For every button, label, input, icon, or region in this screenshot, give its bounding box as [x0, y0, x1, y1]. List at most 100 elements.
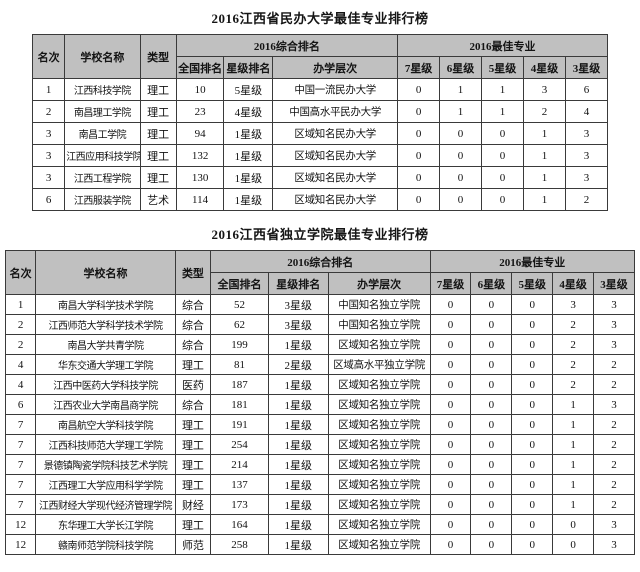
- star7-count-cell: 0: [397, 122, 441, 145]
- star5-count-cell: 0: [511, 334, 554, 355]
- school-name-cell: 南昌航空大学科技学院: [35, 414, 176, 435]
- star6-count-cell: 0: [439, 144, 483, 167]
- star7-count-cell: 0: [429, 534, 472, 555]
- table-body: 1 南昌大学科学技术学院 综合 52 3星级 中国知名独立学院 0 0 0 3 3 2 江西师范大学科学…: [4, 294, 635, 555]
- header-row-columns: 全国排名 星级排名 办学层次 7星级 6星级 5星级 4星级 3星级: [6, 272, 635, 295]
- independent-colleges-section: 2016江西省独立学院最佳专业排行榜 名次 学校名称 类型 2016综合排名 2…: [0, 224, 640, 555]
- star4-count-cell: 1: [552, 494, 595, 515]
- star4-count-cell: 1: [552, 434, 595, 455]
- star-rank-cell: 3星级: [267, 314, 329, 335]
- star7-count-cell: 0: [429, 354, 472, 375]
- level-cell: 区域知名民办大学: [272, 144, 399, 167]
- level-cell: 区域知名独立学院: [327, 394, 431, 415]
- star7-count-cell: 0: [429, 514, 472, 535]
- col-header-star6: 6星级: [470, 272, 513, 295]
- rank-cell: 12: [4, 534, 37, 555]
- type-cell: 理工: [139, 100, 177, 123]
- col-header-star3: 3星级: [593, 272, 635, 295]
- star6-count-cell: 1: [439, 100, 483, 123]
- national-rank-cell: 52: [210, 294, 269, 315]
- type-cell: 医药: [174, 374, 212, 395]
- table-row: 3 江西应用科技学院 理工 132 1星级 区域知名民办大学 0 0 0 1 3: [31, 144, 609, 167]
- header-row-groups: 名次 学校名称 类型 2016综合排名 2016最佳专业: [4, 250, 636, 295]
- star6-count-cell: 0: [439, 166, 483, 189]
- table-row: 2 南昌大学共青学院 综合 199 1星级 区域知名独立学院 0 0 0 2 3: [4, 334, 635, 355]
- star-rank-cell: 1星级: [267, 394, 329, 415]
- type-cell: 理工: [174, 454, 212, 475]
- star-rank-cell: 1星级: [267, 474, 329, 495]
- star7-count-cell: 0: [429, 394, 472, 415]
- star-rank-cell: 1星级: [223, 188, 274, 211]
- table-row: 4 华东交通大学理工学院 理工 81 2星级 区域高水平独立学院 0 0 0 2 2: [4, 354, 635, 375]
- star4-count-cell: 0: [552, 514, 595, 535]
- star3-count-cell: 2: [593, 414, 635, 435]
- rank-cell: 6: [31, 188, 66, 211]
- type-cell: 师范: [174, 534, 212, 555]
- table-row: 3 江西工程学院 理工 130 1星级 区域知名民办大学 0 0 0 1 3: [31, 166, 609, 189]
- star7-count-cell: 0: [429, 494, 472, 515]
- col-header-school: 学校名称: [64, 34, 141, 79]
- col-group-best-major: 2016最佳专业: [397, 34, 608, 57]
- star7-count-cell: 0: [429, 454, 472, 475]
- star5-count-cell: 1: [481, 78, 524, 101]
- table-row: 12 东华理工大学长江学院 理工 164 1星级 区域知名独立学院 0 0 0 0 3: [4, 514, 635, 535]
- level-cell: 中国高水平民办大学: [272, 100, 399, 123]
- col-group-comprehensive-rank: 2016综合排名: [175, 34, 399, 57]
- type-cell: 理工: [174, 414, 212, 435]
- star6-count-cell: 0: [470, 374, 513, 395]
- national-rank-cell: 173: [210, 494, 269, 515]
- type-cell: 理工: [139, 166, 177, 189]
- star3-count-cell: 3: [593, 314, 635, 335]
- table-row: 3 南昌工学院 理工 94 1星级 区域知名民办大学 0 0 0 1 3: [31, 122, 609, 145]
- ranking-table-independent-colleges: 名次 学校名称 类型 2016综合排名 2016最佳专业 全国排名 星级排名 办…: [4, 250, 636, 555]
- star-rank-cell: 1星级: [223, 122, 274, 145]
- star5-count-cell: 0: [511, 454, 554, 475]
- level-cell: 区域知名独立学院: [327, 474, 431, 495]
- table-row: 7 江西财经大学现代经济管理学院 财经 173 1星级 区域知名独立学院 0 0 0 1 2: [4, 494, 635, 515]
- star5-count-cell: 0: [511, 374, 554, 395]
- star5-count-cell: 0: [511, 514, 554, 535]
- rank-cell: 2: [4, 314, 37, 335]
- type-cell: 理工: [174, 434, 212, 455]
- rank-cell: 3: [31, 144, 66, 167]
- rank-cell: 4: [4, 374, 37, 395]
- level-cell: 区域知名独立学院: [327, 434, 431, 455]
- col-header-national-rank: 全国排名: [175, 56, 225, 79]
- national-rank-cell: 191: [210, 414, 269, 435]
- col-header-star-rank: 星级排名: [223, 56, 274, 79]
- national-rank-cell: 187: [210, 374, 269, 395]
- national-rank-cell: 10: [175, 78, 225, 101]
- star6-count-cell: 0: [470, 414, 513, 435]
- star6-count-cell: 0: [470, 394, 513, 415]
- star6-count-cell: 0: [470, 314, 513, 335]
- col-header-star4: 4星级: [552, 272, 595, 295]
- col-header-rank: 名次: [4, 250, 37, 295]
- level-cell: 区域知名民办大学: [272, 166, 399, 189]
- star5-count-cell: 0: [511, 354, 554, 375]
- star3-count-cell: 2: [593, 474, 635, 495]
- national-rank-cell: 94: [175, 122, 225, 145]
- star-rank-cell: 1星级: [267, 374, 329, 395]
- type-cell: 理工: [174, 514, 212, 535]
- rank-cell: 7: [4, 414, 37, 435]
- star4-count-cell: 3: [522, 78, 566, 101]
- national-rank-cell: 81: [210, 354, 269, 375]
- type-cell: 综合: [174, 394, 212, 415]
- star6-count-cell: 0: [470, 514, 513, 535]
- level-cell: 区域知名独立学院: [327, 334, 431, 355]
- star4-count-cell: 1: [552, 394, 595, 415]
- level-cell: 中国知名独立学院: [327, 314, 431, 335]
- school-name-cell: 江西应用科技学院: [64, 144, 141, 167]
- star3-count-cell: 3: [593, 294, 635, 315]
- rank-cell: 7: [4, 494, 37, 515]
- table-row: 6 江西服装学院 艺术 114 1星级 区域知名民办大学 0 0 0 1 2: [31, 188, 609, 211]
- rank-cell: 6: [4, 394, 37, 415]
- star3-count-cell: 2: [593, 434, 635, 455]
- col-header-star5: 5星级: [481, 56, 524, 79]
- private-universities-section: 2016江西省民办大学最佳专业排行榜 名次 学校名称 类型 2016综合排名 2…: [0, 8, 640, 211]
- star4-count-cell: 2: [552, 334, 595, 355]
- school-name-cell: 南昌大学共青学院: [35, 334, 176, 355]
- national-rank-cell: 130: [175, 166, 225, 189]
- star5-count-cell: 0: [511, 294, 554, 315]
- table-row: 12 赣南师范学院科技学院 师范 258 1星级 区域知名独立学院 0 0 0 0 3: [4, 534, 635, 555]
